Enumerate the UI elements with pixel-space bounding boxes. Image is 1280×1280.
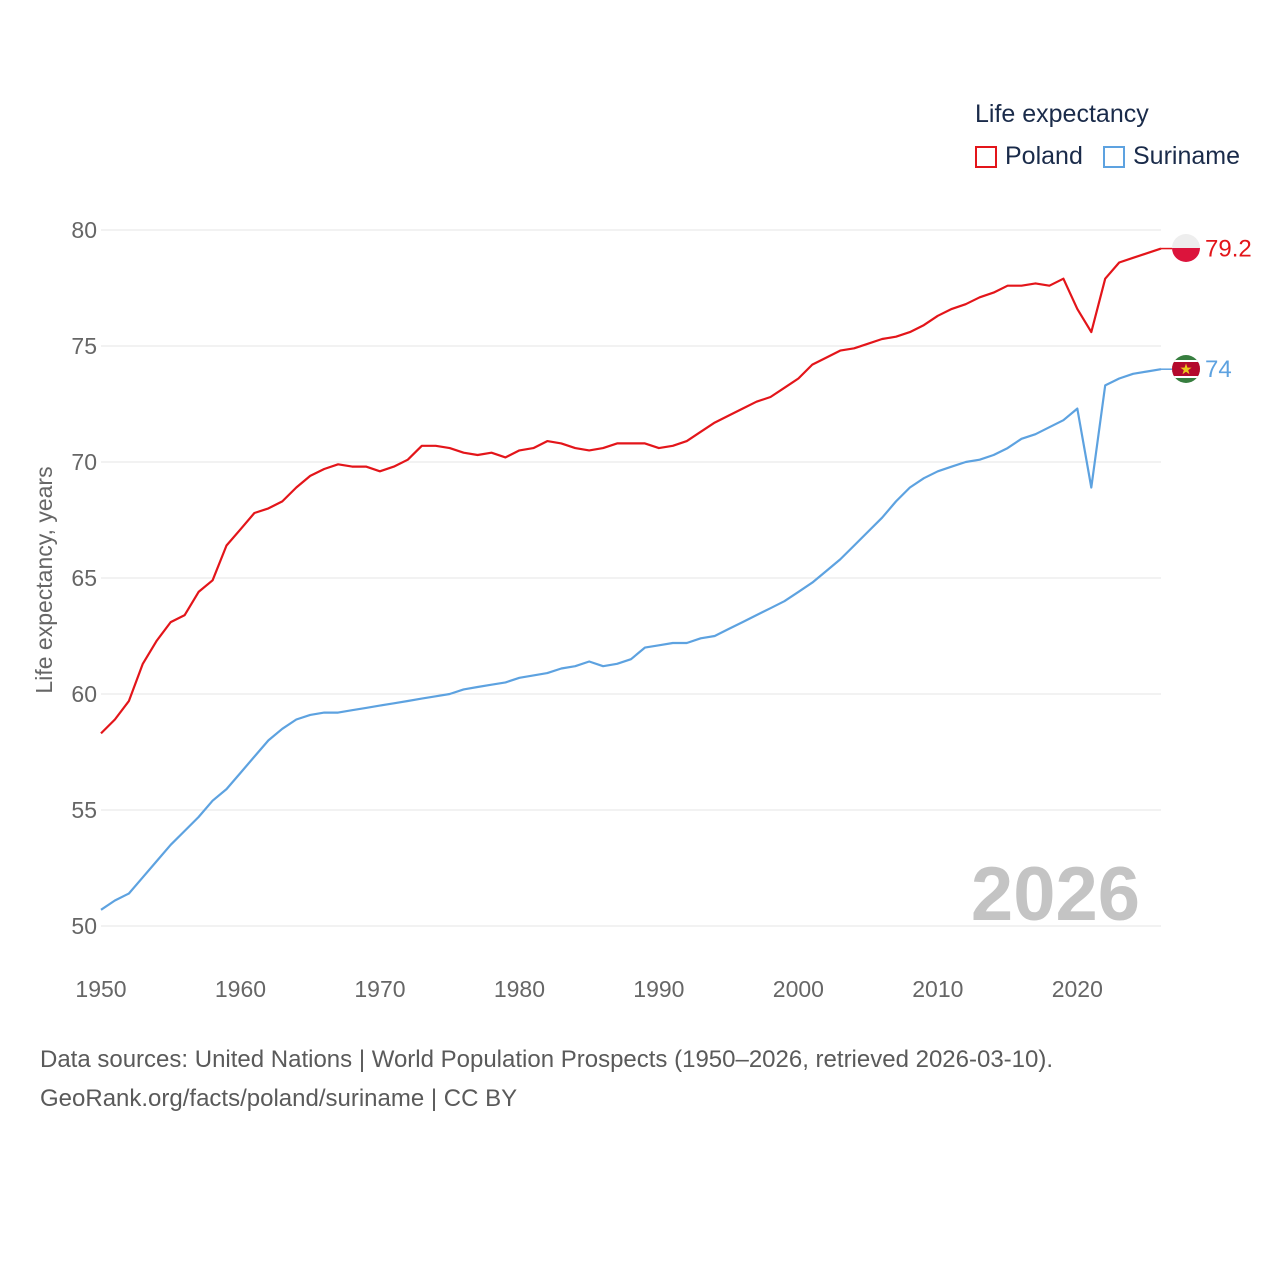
y-tick-label: 65 [71, 565, 97, 591]
end-label-suriname: 74 [1205, 356, 1232, 383]
y-tick-label: 55 [71, 797, 97, 823]
legend-swatch-suriname [1103, 145, 1125, 168]
x-tick-label: 2000 [773, 976, 824, 1002]
legend-item-poland[interactable]: Poland [975, 142, 1083, 171]
year-watermark: 2026 [971, 852, 1140, 937]
grid-lines [101, 229, 1161, 927]
footer-sources: Data sources: United Nations | World Pop… [40, 1046, 1054, 1073]
y-tick-label: 50 [71, 913, 97, 939]
legend-title: Life expectancy [975, 100, 1149, 128]
series-line-suriname [100, 368, 1162, 911]
x-axis-ticks: 1950 1960 1970 1980 1990 2000 2010 2020 [75, 976, 1102, 1002]
end-label-poland: 79.2 [1205, 236, 1252, 263]
legend-label-suriname: Suriname [1133, 142, 1240, 170]
y-tick-label: 60 [71, 681, 97, 707]
footer-credit: GeoRank.org/facts/poland/suriname | CC B… [40, 1085, 518, 1112]
x-tick-label: 2020 [1052, 976, 1103, 1002]
legend-item-suriname[interactable]: Suriname [1103, 142, 1240, 171]
series-lines [100, 247, 1172, 911]
poland-flag-icon [1172, 234, 1200, 262]
series-end-labels: 79.2 74 [1205, 236, 1252, 384]
y-tick-label: 75 [71, 333, 97, 359]
x-tick-label: 1960 [215, 976, 266, 1002]
series-end-markers [1172, 234, 1200, 383]
x-tick-label: 1990 [633, 976, 684, 1002]
x-tick-label: 1970 [354, 976, 405, 1002]
suriname-flag-icon [1172, 355, 1200, 383]
y-axis-label: Life expectancy, years [31, 466, 57, 693]
legend-label-poland: Poland [1005, 142, 1083, 170]
y-axis-ticks: 50 55 60 65 70 75 80 [71, 217, 97, 939]
x-tick-label: 1950 [75, 976, 126, 1002]
legend-swatch-poland [975, 145, 997, 168]
series-line-poland [100, 247, 1162, 735]
x-tick-label: 1980 [494, 976, 545, 1002]
y-tick-label: 70 [71, 449, 97, 475]
y-tick-label: 80 [71, 217, 97, 243]
x-tick-label: 2010 [912, 976, 963, 1002]
